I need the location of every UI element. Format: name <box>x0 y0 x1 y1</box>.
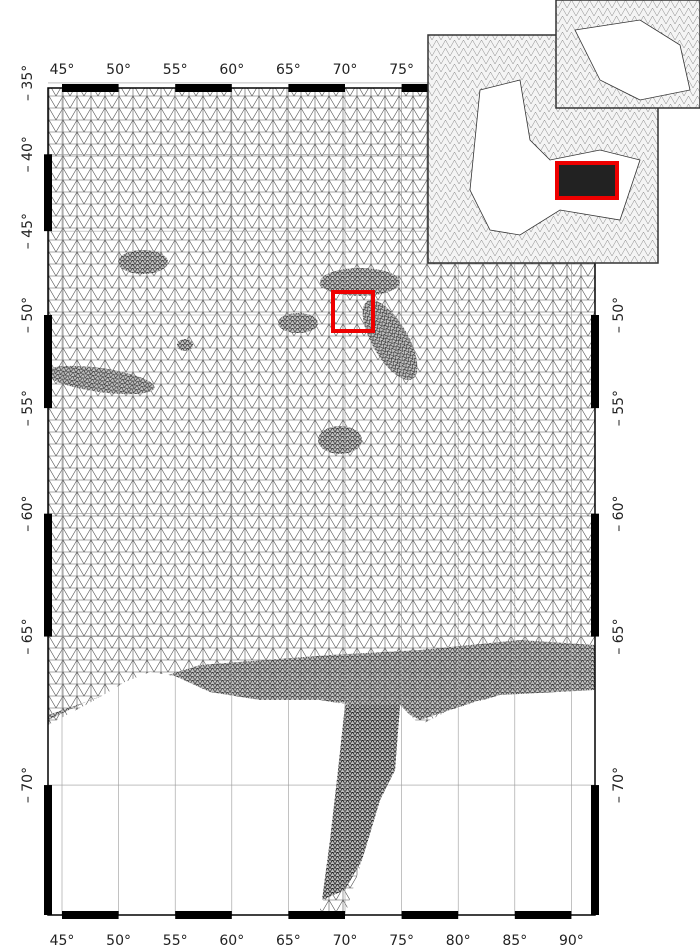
frame-bar <box>591 785 599 915</box>
map-figure: 45° 50° 55° 60° 65° 70° 75° 80° 85° 90° 45° 50° 55° 6… <box>0 0 700 952</box>
x-tick-label: 50° <box>106 933 131 949</box>
frame-bar <box>402 911 459 919</box>
frame-bar <box>44 315 52 408</box>
y-tick-label: – 65° <box>611 618 627 654</box>
x-tick-label: 60° <box>219 62 244 78</box>
y-tick-label: – 55° <box>20 390 36 426</box>
frame-bar <box>44 154 52 231</box>
x-tick-label: 45° <box>50 62 75 78</box>
x-tick-label: 60° <box>219 933 244 949</box>
frame-bar <box>44 785 52 915</box>
y-tick-label: – 70° <box>20 767 36 803</box>
x-tick-label: 55° <box>163 62 188 78</box>
y-tick-label: – 40° <box>20 136 36 172</box>
frame-bar <box>44 514 52 637</box>
x-tick-label: 65° <box>276 62 301 78</box>
y-tick-label: – 60° <box>20 496 36 532</box>
x-tick-label: 70° <box>333 62 358 78</box>
x-tick-label: 50° <box>106 62 131 78</box>
y-tick-label: – 60° <box>611 496 627 532</box>
frame-bar <box>515 911 572 919</box>
frame-bar <box>175 911 232 919</box>
frame-bar <box>175 84 232 92</box>
x-tick-label: 55° <box>163 933 188 949</box>
y-tick-label: – 65° <box>20 618 36 654</box>
frame-bar <box>62 911 119 919</box>
x-tick-label: 75° <box>389 933 414 949</box>
x-tick-label: 45° <box>50 933 75 949</box>
y-tick-label: – 45° <box>20 213 36 249</box>
y-tick-label: – 35° <box>20 65 36 101</box>
inset-map <box>428 0 700 263</box>
x-tick-label: 85° <box>502 933 527 949</box>
x-tick-label: 65° <box>276 933 301 949</box>
y-tick-label: – 55° <box>611 390 627 426</box>
land <box>48 672 350 915</box>
x-tick-label: 80° <box>446 933 471 949</box>
y-tick-label: – 70° <box>611 767 627 803</box>
frame-bar <box>591 315 599 408</box>
x-tick-label: 70° <box>333 933 358 949</box>
frame-bar <box>288 911 345 919</box>
frame-bar <box>62 84 119 92</box>
x-tick-label: 90° <box>559 933 584 949</box>
x-tick-label: 75° <box>389 62 414 78</box>
frame-bar <box>591 514 599 637</box>
frame-bar <box>288 84 345 92</box>
y-tick-label: – 50° <box>611 297 627 333</box>
y-tick-label: – 50° <box>20 297 36 333</box>
